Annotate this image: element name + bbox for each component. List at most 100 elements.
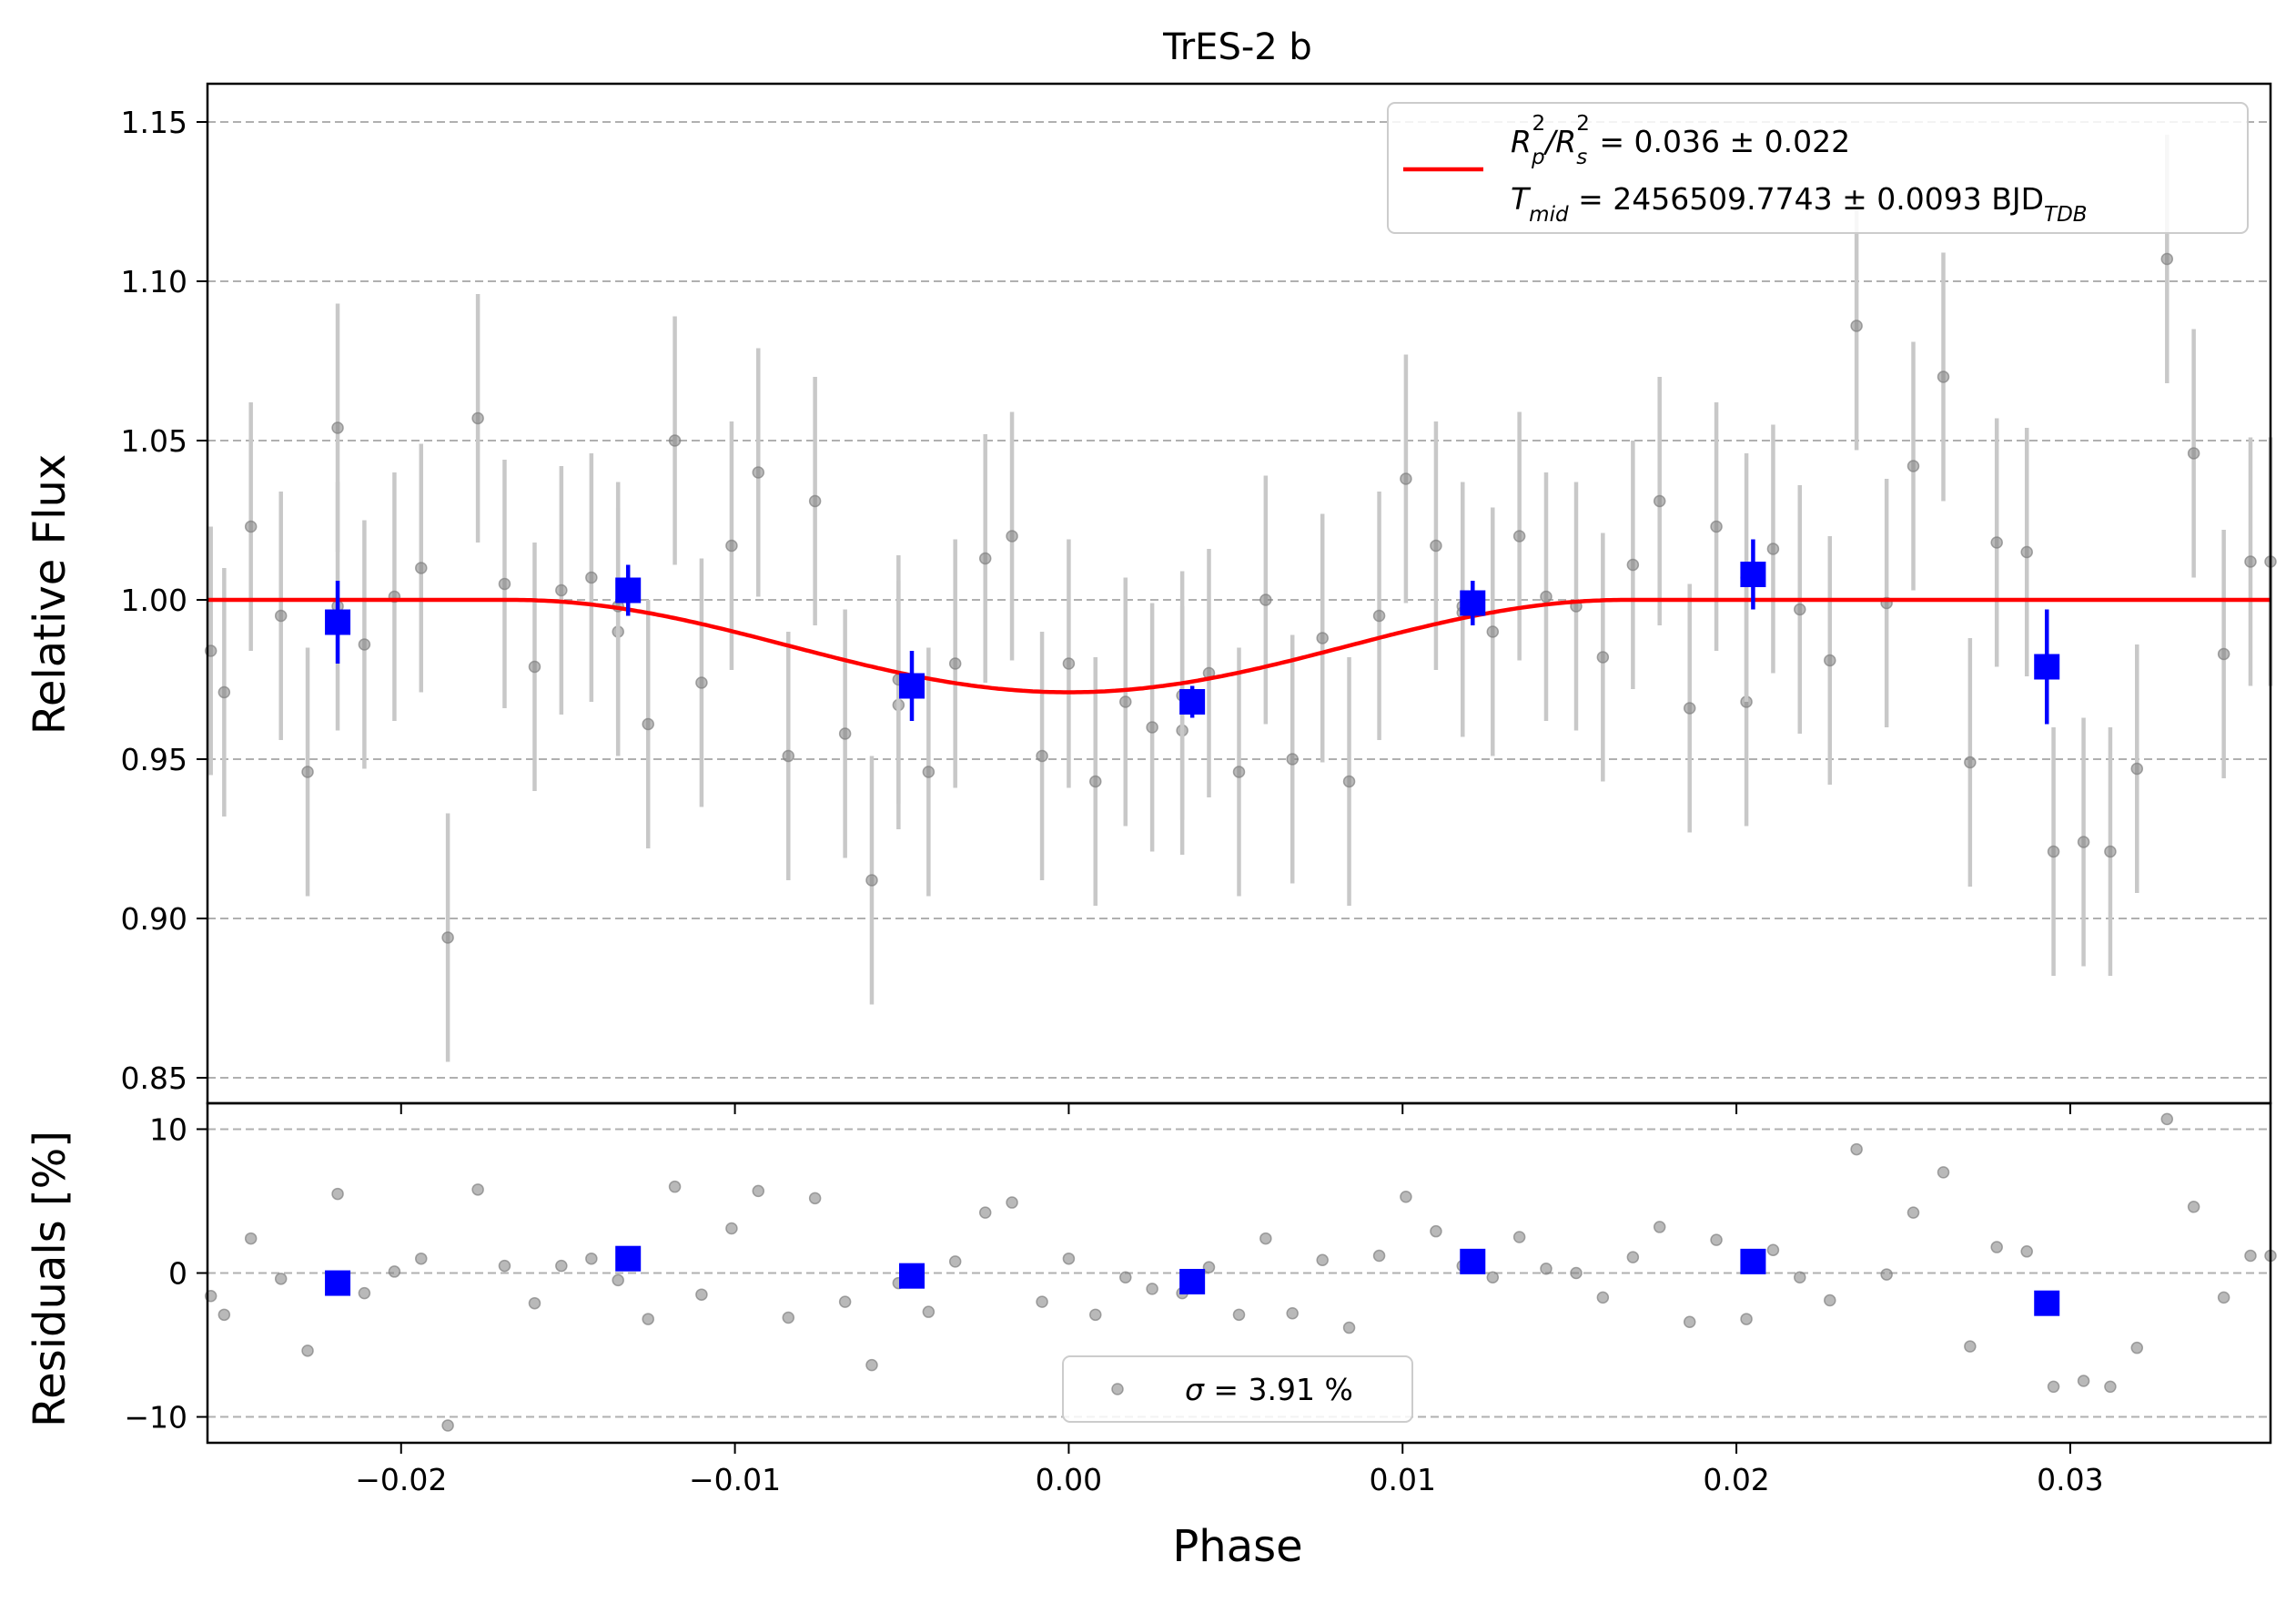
residuals-raw-point (441, 1419, 454, 1432)
flux-raw-point (471, 411, 484, 425)
flux-raw-point (1146, 721, 1158, 734)
flux-raw-point (1062, 657, 1076, 670)
flux-raw-point (301, 766, 314, 778)
flux-raw-point (1766, 543, 1780, 555)
residuals-raw-point (1372, 1249, 1386, 1263)
flux-panel: 0.85 0.90 0.95 1.00 1.05 1.10 1.15 Relative Fl… (25, 82, 2277, 1105)
residuals-raw-point (1683, 1315, 1696, 1328)
flux-raw-point (1286, 753, 1299, 766)
flux-y-tick-label: 1.15 (121, 105, 187, 140)
flux-raw-point (725, 539, 738, 553)
residuals-raw-point (301, 1344, 314, 1357)
residuals-y-ticks: −10 0 10 (124, 1111, 207, 1436)
residuals-legend-sigma: σ (1185, 1372, 1205, 1407)
flux-y-ticks: 0.85 0.90 0.95 1.00 1.05 1.10 1.15 (121, 105, 207, 1096)
flux-binned-point (1460, 590, 1486, 616)
residuals-x-ticks: −0.02 −0.01 0.00 0.01 0.02 0.03 (355, 1103, 2104, 1497)
flux-raw-point (1850, 320, 1863, 332)
residuals-raw-point (528, 1296, 541, 1310)
flux-raw-point (555, 583, 568, 597)
residuals-raw-point (1990, 1241, 2003, 1253)
residuals-raw-point (1740, 1313, 1753, 1325)
flux-raw-point (1626, 558, 1640, 572)
flux-raw-point (1006, 530, 1018, 543)
residuals-raw-point (1907, 1206, 1920, 1219)
residuals-raw-point (331, 1187, 344, 1201)
residuals-raw-point (471, 1183, 484, 1196)
flux-raw-point (585, 571, 598, 584)
x-axis-label: Phase (1172, 1521, 1302, 1572)
legend-t-unit-sub: TDB (2044, 203, 2088, 227)
residuals-raw-point (1316, 1253, 1329, 1267)
residuals-raw-point (274, 1273, 288, 1285)
flux-raw-point (2217, 647, 2230, 661)
residuals-raw-point (922, 1305, 936, 1318)
legend-t-value: = 2456509.7743 ± 0.0093 BJD (1569, 181, 2044, 217)
residuals-raw-point (808, 1192, 822, 1205)
flux-raw-point (1540, 590, 1553, 604)
flux-y-tick-label: 0.90 (121, 901, 187, 937)
legend-mid-time: Tmid = 2456509.7743 ± 0.0093 BJDTDB (1511, 181, 2088, 227)
residuals-raw-point (555, 1259, 568, 1273)
residuals-binned-points (325, 1245, 2060, 1316)
residuals-raw-point (388, 1265, 401, 1278)
x-tick-label: −0.01 (689, 1462, 781, 1497)
flux-raw-point (1964, 756, 1977, 769)
flux-y-axis-label: Relative Flux (25, 454, 76, 736)
flux-raw-point (1036, 749, 1048, 763)
residuals-raw-point (244, 1232, 258, 1245)
residuals-raw-point (1202, 1261, 1216, 1273)
residuals-panel: −10 0 10 −0.02 −0.01 0.00 0.01 0.02 0.03 Residu… (25, 1101, 2277, 1572)
flux-y-tick-label: 0.85 (121, 1060, 187, 1096)
residuals-raw-point (358, 1286, 371, 1300)
x-tick-label: 0.00 (1036, 1462, 1102, 1497)
flux-raw-point (498, 577, 511, 591)
legend-r-base: R (1511, 124, 1532, 159)
residuals-raw-point (1286, 1307, 1299, 1320)
flux-raw-point (1683, 702, 1696, 715)
x-tick-label: 0.03 (2037, 1462, 2103, 1497)
residuals-y-axis-label: Residuals [%] (25, 1131, 76, 1427)
residuals-raw-point (1232, 1308, 1246, 1322)
flux-raw-point (752, 466, 765, 479)
residuals-raw-point (1036, 1295, 1048, 1308)
residuals-y-tick-label: 10 (149, 1111, 187, 1147)
flux-raw-point (1824, 654, 1836, 667)
legend-r-value: = 0.036 ± 0.022 (1590, 124, 1850, 159)
residuals-raw-point (695, 1288, 708, 1301)
flux-raw-point (415, 562, 428, 574)
residuals-binned-point (615, 1245, 642, 1272)
residuals-binned-point (1179, 1268, 1206, 1294)
flux-raw-point (978, 552, 992, 565)
legend-r-sup2: 2 (1576, 112, 1590, 136)
flux-raw-point (1232, 766, 1246, 778)
flux-raw-point (2104, 845, 2117, 858)
flux-raw-point (1400, 472, 1412, 485)
flux-raw-point (642, 717, 654, 731)
flux-raw-point (2244, 555, 2257, 568)
flux-raw-point (1907, 460, 1920, 472)
flux-raw-points (204, 135, 2277, 1062)
residuals-raw-point (782, 1311, 795, 1324)
residuals-legend-box (1062, 1355, 1413, 1423)
legend-r-slash: /R (1542, 124, 1576, 159)
flux-raw-point (1342, 775, 1356, 788)
flux-raw-point (244, 520, 258, 533)
flux-raw-point (668, 434, 682, 447)
flux-binned-points (325, 539, 2060, 725)
residuals-raw-point (1400, 1190, 1412, 1203)
residuals-raw-point (2217, 1291, 2230, 1304)
x-tick-label: −0.02 (355, 1462, 447, 1497)
residuals-raw-point (1794, 1271, 1806, 1283)
legend-r-sup1: 2 (1532, 112, 1546, 136)
residuals-raw-point (1119, 1271, 1132, 1283)
residuals-raw-point (1596, 1291, 1610, 1304)
residuals-raw-point (585, 1252, 598, 1265)
flux-raw-point (1512, 530, 1526, 543)
flux-raw-point (865, 874, 878, 887)
residuals-raw-point (2047, 1380, 2060, 1394)
flux-raw-point (331, 421, 344, 434)
flux-raw-point (1430, 539, 1442, 553)
residuals-raw-points (204, 1112, 2277, 1432)
